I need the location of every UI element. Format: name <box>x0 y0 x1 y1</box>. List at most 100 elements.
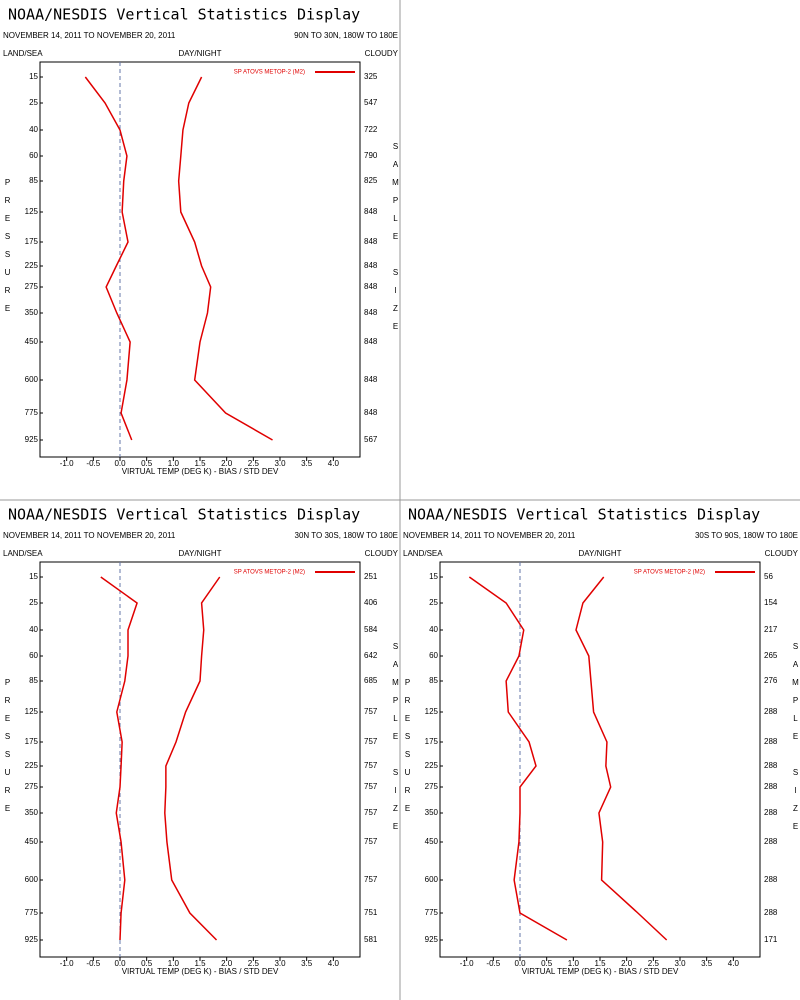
x-tick-label: 3.5 <box>301 959 313 968</box>
x-tick-label: -0.5 <box>86 459 100 468</box>
y-tick-label: 925 <box>25 935 39 944</box>
sample-size: 288 <box>764 908 778 917</box>
sample-size: 848 <box>364 261 378 270</box>
x-tick-label: 3.5 <box>701 959 713 968</box>
sample-size: 217 <box>764 625 778 634</box>
chart-title: NOAA/NESDIS Vertical Statistics Display <box>8 506 360 524</box>
sample-size: 56 <box>764 572 773 581</box>
x-tick-label: 0.0 <box>114 459 126 468</box>
panel: NOAA/NESDIS Vertical Statistics Display N… <box>403 506 799 977</box>
y-tick-label: 600 <box>25 875 39 884</box>
y-tick-label: 15 <box>29 72 38 81</box>
sample-size: 642 <box>364 651 378 660</box>
y-tick-label: 275 <box>425 782 439 791</box>
legend-label: SP ATOVS METOP-2 (M2) <box>234 70 305 76</box>
y-tick-label: 275 <box>25 782 39 791</box>
y-tick-label: 350 <box>25 808 39 817</box>
y-tick-label: 25 <box>429 598 438 607</box>
plot-frame <box>439 561 761 958</box>
y-tick-label: 15 <box>29 572 38 581</box>
header-center: DAY/NIGHT <box>579 549 622 558</box>
std-dev-line <box>164 576 221 941</box>
y-label: PRESSURE <box>403 678 412 822</box>
x-tick-label: 1.0 <box>168 959 180 968</box>
header-left: LAND/SEA <box>403 549 443 558</box>
chart-title: NOAA/NESDIS Vertical Statistics Display <box>408 506 760 524</box>
x-tick-label: 0.5 <box>141 959 153 968</box>
y-tick-label: 450 <box>425 837 439 846</box>
sample-size: 288 <box>764 761 778 770</box>
y2-label: SAMPLE SIZE <box>791 642 800 840</box>
subtitle: NOVEMBER 14, 2011 TO NOVEMBER 20, 2011 <box>3 531 176 540</box>
y-tick-label: 85 <box>29 676 38 685</box>
x-tick-label: 1.0 <box>568 959 580 968</box>
x-tick-label: 3.0 <box>674 959 686 968</box>
sample-size: 288 <box>764 737 778 746</box>
y-tick-label: 125 <box>25 707 39 716</box>
sample-size: 581 <box>364 935 378 944</box>
y-tick-label: 600 <box>425 875 439 884</box>
x-tick-label: 2.0 <box>621 959 633 968</box>
x-tick-label: 2.0 <box>221 459 233 468</box>
y-tick-label: 25 <box>29 98 38 107</box>
sample-size: 848 <box>364 282 378 291</box>
x-tick-label: 1.5 <box>194 459 206 468</box>
sample-size: 288 <box>764 782 778 791</box>
x-tick-label: -1.0 <box>60 459 74 468</box>
x-tick-label: -0.5 <box>86 959 100 968</box>
y-tick-label: 125 <box>25 207 39 216</box>
x-tick-label: 0.0 <box>114 959 126 968</box>
x-tick-label: 3.5 <box>301 459 313 468</box>
y-tick-label: 775 <box>425 908 439 917</box>
sample-size: 251 <box>364 572 378 581</box>
plot-frame <box>39 561 361 958</box>
sample-size: 288 <box>764 875 778 884</box>
header-center: DAY/NIGHT <box>179 549 222 558</box>
y-tick-label: 60 <box>29 151 38 160</box>
header-right: CLOUDY <box>365 549 399 558</box>
x-tick-label: 0.0 <box>514 959 526 968</box>
header-right: CLOUDY <box>765 549 799 558</box>
y-tick-label: 40 <box>29 125 38 134</box>
y-tick-label: 350 <box>425 808 439 817</box>
sample-size: 288 <box>764 837 778 846</box>
y-tick-label: 225 <box>25 761 39 770</box>
x-tick-label: 1.5 <box>194 959 206 968</box>
subtitle: NOVEMBER 14, 2011 TO NOVEMBER 20, 2011 <box>3 31 176 40</box>
x-tick-label: 2.5 <box>648 959 660 968</box>
sample-size: 325 <box>364 72 378 81</box>
x-axis-label: VIRTUAL TEMP (DEG K) - BIAS / STD DEV <box>122 967 279 976</box>
sample-size: 685 <box>364 676 378 685</box>
x-tick-label: 3.0 <box>274 459 286 468</box>
x-tick-label: 4.0 <box>328 459 340 468</box>
sample-size: 757 <box>364 707 378 716</box>
panel: NOAA/NESDIS Vertical Statistics Display N… <box>3 506 399 977</box>
x-tick-label: 0.5 <box>541 959 553 968</box>
sample-size: 265 <box>764 651 778 660</box>
y-tick-label: 925 <box>425 935 439 944</box>
y-tick-label: 775 <box>25 908 39 917</box>
sample-size: 757 <box>364 875 378 884</box>
region: 30S TO 90S, 180W TO 180E <box>695 531 798 540</box>
sample-size: 288 <box>764 808 778 817</box>
sample-size: 276 <box>764 676 778 685</box>
sample-size: 406 <box>364 598 378 607</box>
y-tick-label: 275 <box>25 282 39 291</box>
y-tick-label: 175 <box>425 737 439 746</box>
y-label: PRESSURE <box>3 678 12 822</box>
x-tick-label: -0.5 <box>486 959 500 968</box>
sample-size: 757 <box>364 837 378 846</box>
x-tick-label: -1.0 <box>460 959 474 968</box>
y-tick-label: 600 <box>25 375 39 384</box>
sample-size: 751 <box>364 908 378 917</box>
panel: NOAA/NESDIS Vertical Statistics Display N… <box>3 6 399 477</box>
x-tick-label: 2.5 <box>248 959 260 968</box>
x-axis-label: VIRTUAL TEMP (DEG K) - BIAS / STD DEV <box>522 967 679 976</box>
y-tick-label: 350 <box>25 308 39 317</box>
x-tick-label: 1.5 <box>594 959 606 968</box>
x-tick-label: 2.0 <box>221 959 233 968</box>
y-tick-label: 175 <box>25 237 39 246</box>
sample-size: 757 <box>364 808 378 817</box>
y-tick-label: 40 <box>29 625 38 634</box>
